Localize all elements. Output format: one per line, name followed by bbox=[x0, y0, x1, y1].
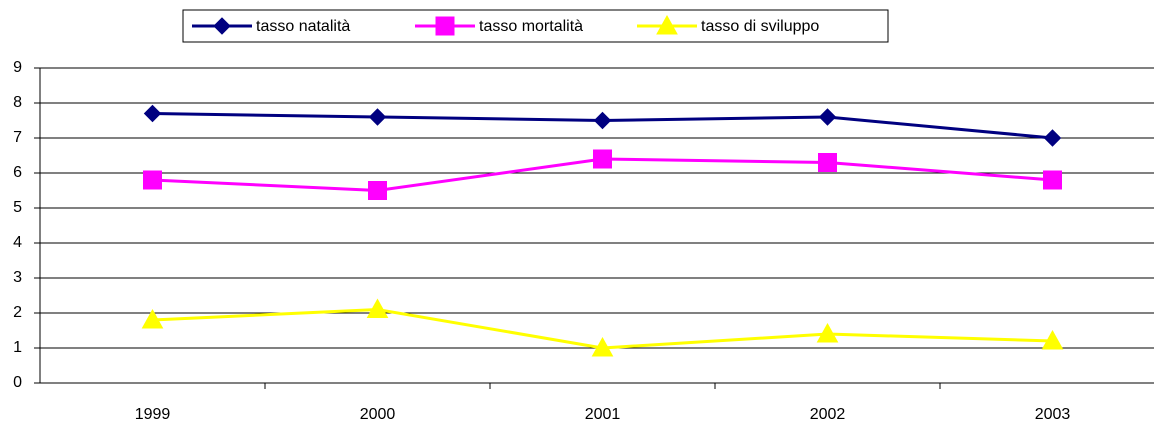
marker bbox=[593, 111, 612, 130]
marker bbox=[1041, 329, 1064, 350]
legend-label: tasso natalità bbox=[256, 18, 350, 35]
marker bbox=[656, 14, 678, 35]
marker bbox=[368, 108, 387, 126]
y-tick-label: 7 bbox=[13, 129, 22, 146]
y-tick-label: 9 bbox=[13, 59, 22, 76]
marker bbox=[435, 16, 455, 36]
marker bbox=[816, 322, 839, 343]
marker bbox=[143, 170, 162, 190]
y-tick-label: 1 bbox=[13, 339, 22, 356]
marker bbox=[213, 17, 231, 35]
y-tick-label: 6 bbox=[13, 164, 22, 181]
y-tick-label: 3 bbox=[13, 269, 22, 286]
y-tick-label: 5 bbox=[13, 199, 22, 216]
marker bbox=[366, 298, 389, 318]
marker bbox=[141, 308, 164, 329]
y-tick-label: 4 bbox=[13, 234, 22, 251]
marker bbox=[818, 153, 837, 172]
legend-box bbox=[182, 9, 889, 43]
marker bbox=[1043, 170, 1062, 190]
x-tick-label: 2002 bbox=[810, 406, 846, 423]
legend: tasso natalità tasso mortalità tasso di sv… bbox=[182, 9, 889, 43]
marker bbox=[368, 181, 387, 200]
legend-label: tasso mortalità bbox=[479, 18, 583, 35]
legend-label: tasso di sviluppo bbox=[701, 18, 819, 35]
x-tick-label: 2000 bbox=[360, 406, 396, 423]
marker bbox=[593, 149, 612, 169]
y-tick-label: 0 bbox=[13, 374, 22, 391]
y-tick-label: 2 bbox=[13, 304, 22, 321]
marker bbox=[143, 104, 162, 123]
marker bbox=[1043, 129, 1062, 147]
marker bbox=[818, 108, 837, 126]
x-tick-label: 2001 bbox=[585, 406, 621, 423]
x-tick-label: 1999 bbox=[135, 406, 171, 423]
x-tick-label: 2003 bbox=[1035, 406, 1071, 423]
marker bbox=[591, 336, 614, 357]
y-tick-label: 8 bbox=[13, 94, 22, 111]
